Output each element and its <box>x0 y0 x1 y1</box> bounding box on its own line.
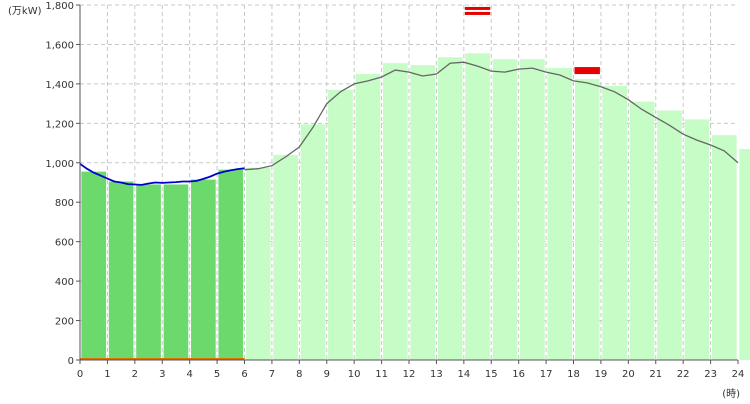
forecast-demand-bar <box>684 119 710 360</box>
forecast-demand-bar <box>328 89 353 361</box>
actual-demand-bar <box>136 184 161 360</box>
y-tick-label: 800 <box>55 198 74 209</box>
x-unit-label: (時) <box>722 388 740 400</box>
x-tick-label: 21 <box>649 369 662 380</box>
x-tick-label: 22 <box>677 369 690 380</box>
actual-demand-bar <box>163 184 189 360</box>
x-tick-label: 23 <box>704 369 717 380</box>
y-tick-label: 600 <box>55 238 74 249</box>
marker-layer <box>464 6 600 75</box>
forecast-demand-bar <box>657 110 682 360</box>
line-layer <box>79 61 739 186</box>
x-tick-label: 24 <box>732 369 745 380</box>
x-tick-label: 11 <box>375 369 388 380</box>
actual-demand-line <box>79 163 245 186</box>
forecast-demand-bar <box>629 101 655 360</box>
x-tick-label: 19 <box>595 369 608 380</box>
y-tick-label: 1,000 <box>45 159 74 170</box>
forecast-demand-bar <box>465 53 490 360</box>
forecast-demand-bar <box>382 63 408 361</box>
x-tick-label: 14 <box>457 369 470 380</box>
grid-layer <box>80 4 738 360</box>
y-tick-label: 1,400 <box>45 80 74 91</box>
forecast-demand-bar <box>273 154 298 360</box>
forecast-demand-bar <box>492 59 518 360</box>
forecast-demand-line <box>244 61 739 171</box>
y-tick-label: 1,800 <box>45 1 74 12</box>
x-tick-label: 18 <box>567 369 580 380</box>
forecast-demand-bar <box>602 85 627 360</box>
forecast-demand-bar <box>520 59 545 360</box>
y-tick-label: 200 <box>55 317 74 328</box>
x-tick-label: 10 <box>348 369 361 380</box>
bar-layer <box>80 53 750 361</box>
actual-demand-bar <box>218 169 244 360</box>
x-tick-label: 12 <box>403 369 416 380</box>
x-tick-label: 2 <box>132 369 138 380</box>
x-tick-label: 16 <box>512 369 525 380</box>
forecast-demand-bar <box>410 65 436 361</box>
x-tick-label: 15 <box>485 369 498 380</box>
forecast-demand-bar <box>739 148 750 360</box>
x-tick-label: 5 <box>214 369 220 380</box>
forecast-demand-bar <box>437 57 463 361</box>
forecast-demand-bar <box>245 167 271 360</box>
peak-marker <box>464 11 491 15</box>
y-tick-label: 1,600 <box>45 40 74 51</box>
axis-layer: 0 200 400 600 800 1,000 1,200 1,400 1,600 1,800 0 1… <box>45 1 744 380</box>
forecast-demand-bar <box>547 68 573 360</box>
forecast-demand-bar <box>711 135 737 360</box>
forecast-demand-bar <box>574 78 600 360</box>
forecast-demand-bar <box>355 74 381 361</box>
y-tick-label: 0 <box>68 356 74 367</box>
x-tick-label: 4 <box>186 369 192 380</box>
x-tick-label: 8 <box>296 369 302 380</box>
y-tick-label: 1,200 <box>45 119 74 130</box>
actual-demand-bar <box>81 171 107 360</box>
x-tick-label: 9 <box>324 369 330 380</box>
actual-demand-bar <box>108 181 134 360</box>
actual-demand-bar <box>191 179 216 360</box>
peak-marker <box>464 6 491 10</box>
x-tick-label: 1 <box>104 369 110 380</box>
x-tick-label: 7 <box>269 369 275 380</box>
x-tick-label: 20 <box>622 369 635 380</box>
x-tick-label: 6 <box>241 369 247 380</box>
forecast-demand-bar <box>300 124 326 360</box>
x-tick-label: 0 <box>77 369 83 380</box>
x-tick-label: 17 <box>540 369 553 380</box>
x-tick-label: 13 <box>430 369 443 380</box>
y-tick-label: 400 <box>55 277 74 288</box>
peak-marker <box>574 67 600 75</box>
x-tick-label: 3 <box>159 369 165 380</box>
y-unit-label: (万kW) <box>8 6 42 17</box>
